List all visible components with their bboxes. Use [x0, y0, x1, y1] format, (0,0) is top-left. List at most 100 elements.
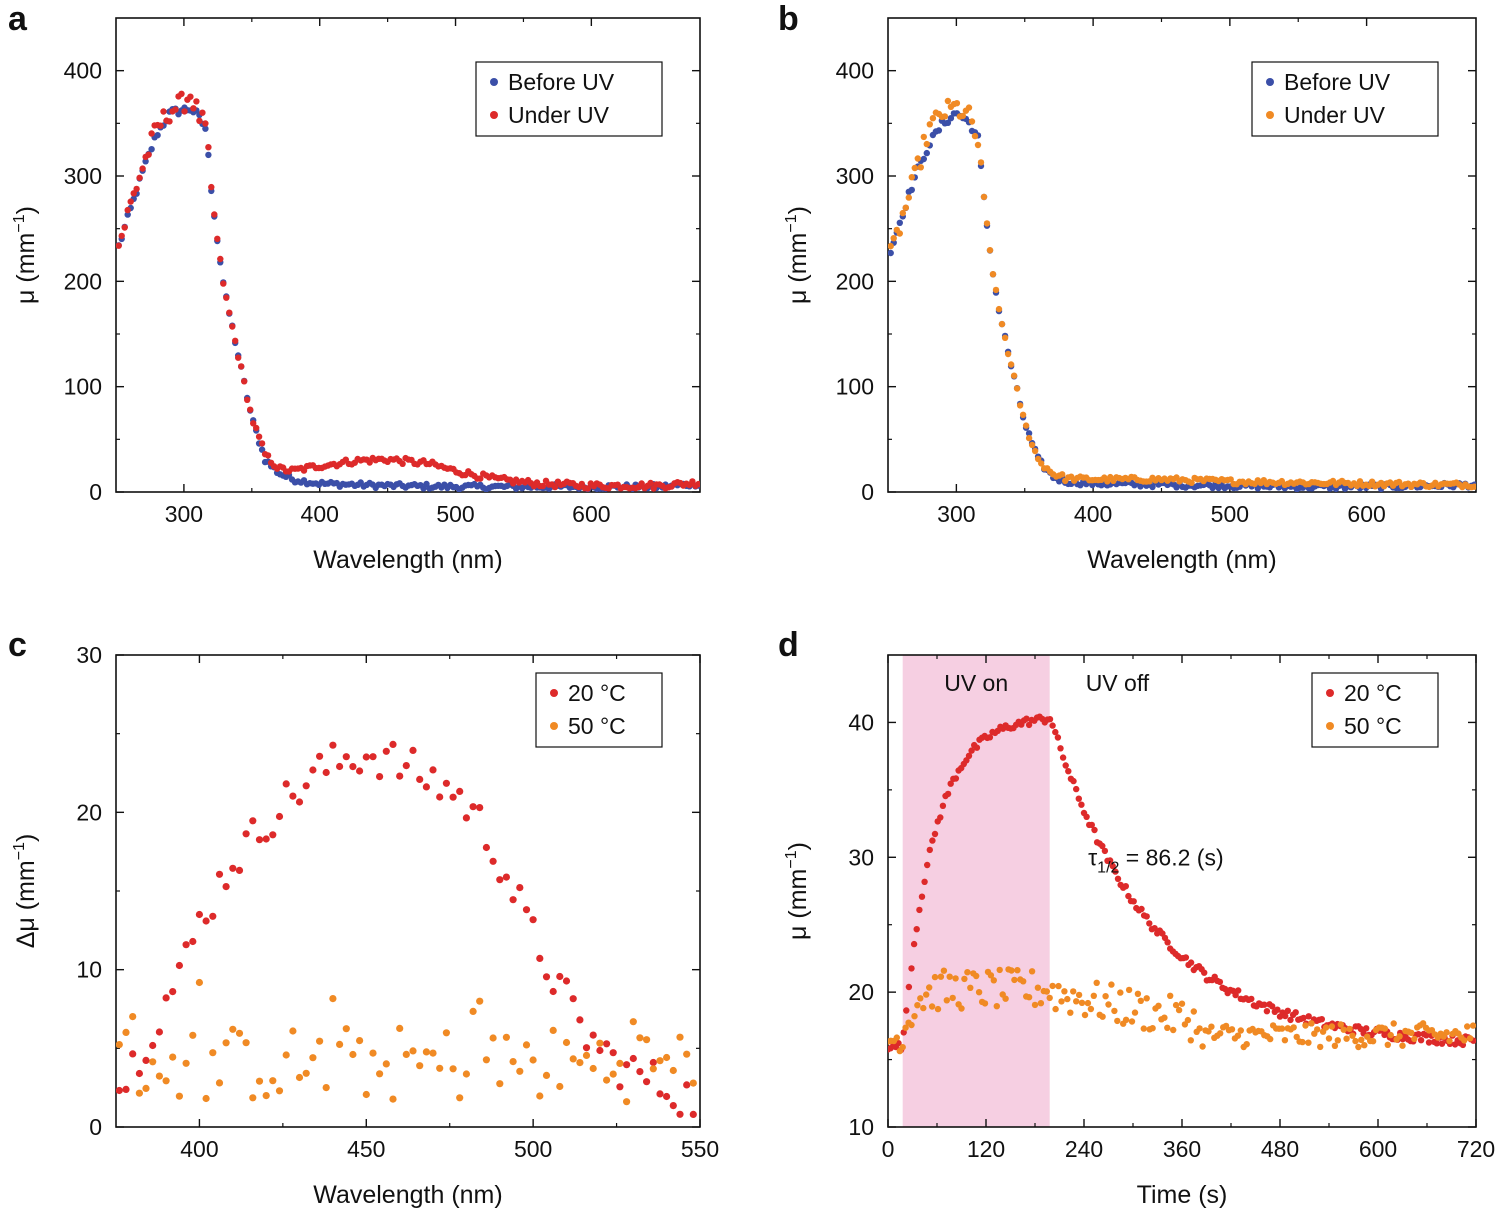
data-point — [1070, 777, 1077, 785]
data-point — [222, 883, 230, 891]
data-point — [309, 1054, 317, 1062]
data-point — [482, 1056, 490, 1064]
data-point — [636, 1034, 644, 1042]
data-point — [1064, 995, 1071, 1003]
data-point — [589, 1031, 597, 1039]
data-point — [1013, 385, 1021, 392]
data-point — [242, 1039, 250, 1047]
data-point — [935, 127, 943, 134]
data-point — [124, 211, 131, 218]
data-point — [1164, 939, 1171, 946]
data-point — [1031, 1001, 1039, 1009]
y-axis-label-sup: −1 — [783, 850, 800, 868]
data-point — [1361, 1042, 1368, 1049]
y-axis-label: μ (mm−1) — [783, 206, 812, 304]
data-point — [229, 1025, 237, 1033]
data-point — [902, 1024, 909, 1031]
data-point — [926, 846, 933, 854]
data-point — [1073, 998, 1080, 1005]
data-point — [242, 830, 250, 838]
data-point — [1143, 995, 1150, 1002]
data-point — [396, 772, 404, 780]
data-point — [416, 775, 424, 784]
data-point — [953, 100, 961, 107]
data-point — [255, 836, 264, 844]
data-point — [968, 118, 976, 125]
y-tick-label: 20 — [76, 799, 102, 825]
y-tick-label: 30 — [76, 642, 102, 668]
data-point — [199, 109, 206, 116]
data-point — [116, 242, 122, 249]
data-point — [536, 954, 544, 963]
data-point — [958, 1005, 965, 1012]
data-point — [888, 249, 894, 257]
data-point — [300, 467, 308, 474]
data-point — [1182, 954, 1190, 961]
data-point — [1469, 1022, 1476, 1029]
data-point — [1099, 1013, 1106, 1020]
y-tick-label: 0 — [861, 479, 874, 505]
data-point — [1083, 813, 1090, 820]
y-axis-label: μ (mm−1) — [783, 842, 812, 940]
data-point — [329, 741, 337, 749]
data-point — [255, 433, 263, 440]
data-point — [1108, 981, 1115, 988]
data-point — [469, 1007, 477, 1016]
data-point — [656, 1057, 664, 1065]
data-point — [1322, 1024, 1330, 1031]
data-point — [1464, 1023, 1471, 1030]
data-point — [899, 209, 906, 217]
data-point — [1088, 821, 1096, 829]
data-point — [1167, 992, 1174, 999]
data-point — [1281, 1037, 1289, 1044]
data-point — [295, 1073, 304, 1082]
data-point — [1002, 995, 1009, 1002]
data-point — [920, 1004, 927, 1012]
y-tick-label: 40 — [848, 709, 874, 735]
data-point — [998, 320, 1006, 328]
data-points — [116, 90, 700, 492]
data-point — [980, 193, 988, 201]
data-point — [382, 747, 390, 755]
data-point — [616, 1083, 624, 1091]
y-axis-label-main: Δμ (mm — [12, 860, 40, 948]
data-point — [623, 1061, 631, 1069]
data-point — [1408, 1029, 1415, 1037]
data-point — [166, 118, 173, 125]
data-point — [1023, 715, 1030, 722]
data-point — [893, 1034, 900, 1041]
data-point — [888, 242, 894, 250]
data-point — [258, 440, 266, 447]
data-point — [695, 480, 700, 488]
data-point — [449, 1065, 457, 1073]
data-point — [1057, 745, 1064, 752]
y-tick-label: 400 — [836, 58, 874, 84]
data-point — [1290, 1024, 1297, 1031]
data-point — [911, 1013, 918, 1020]
plot-frame — [887, 17, 1477, 493]
data-point — [476, 997, 484, 1005]
data-point — [1028, 968, 1036, 975]
data-point — [442, 1029, 450, 1037]
data-point — [1284, 1007, 1292, 1014]
data-point — [127, 198, 134, 205]
data-point — [576, 1016, 584, 1024]
data-point — [669, 1066, 677, 1075]
data-point — [190, 105, 197, 112]
data-point — [1282, 1012, 1289, 1020]
data-point — [262, 835, 270, 843]
data-point — [582, 1051, 591, 1059]
data-point — [603, 1040, 611, 1048]
data-point — [202, 120, 209, 127]
y-axis-label-sup: −1 — [11, 214, 28, 232]
data-point — [1337, 1021, 1345, 1028]
data-point — [376, 773, 384, 781]
data-point — [596, 1039, 604, 1047]
data-point — [1234, 1032, 1242, 1039]
data-point — [584, 485, 591, 492]
data-point — [649, 1065, 657, 1073]
data-point — [244, 396, 251, 403]
legend-label: Under UV — [508, 102, 610, 128]
data-point — [1011, 976, 1018, 984]
y-tick-label: 10 — [76, 957, 102, 983]
